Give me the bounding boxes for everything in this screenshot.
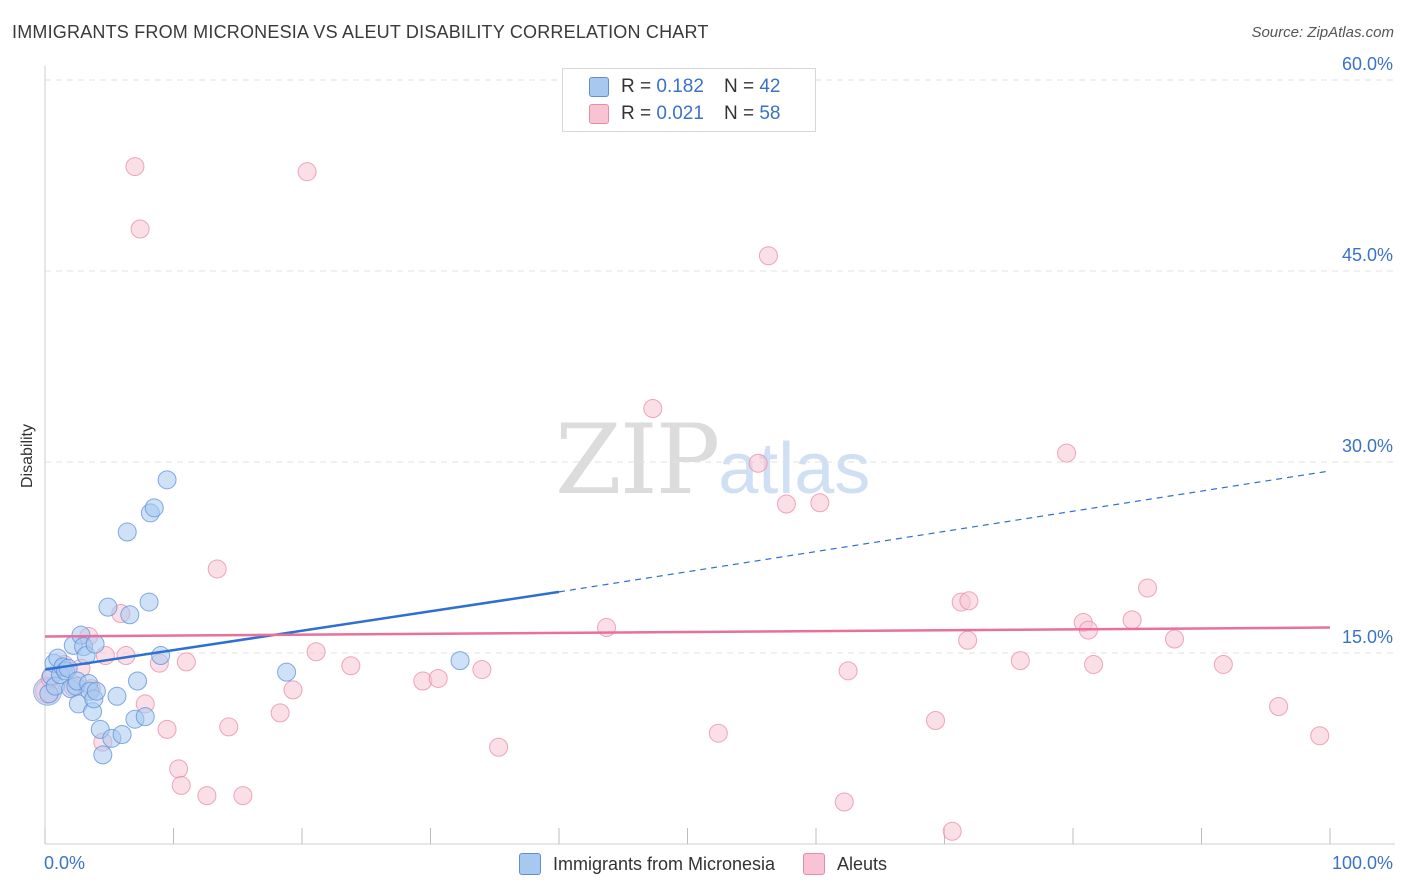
trendline-micronesia-projection: [558, 470, 1331, 593]
watermark: ZIPatlas: [555, 404, 870, 516]
x-tick-label: 0.0%: [44, 853, 85, 873]
point-aleuts: [157, 719, 177, 739]
point-aleuts: [130, 219, 150, 239]
n-label: N =: [723, 76, 755, 97]
point-micronesia: [128, 671, 148, 691]
point-aleuts: [270, 703, 290, 723]
legend-row-micronesia: R = 0.182 N = 42: [589, 75, 780, 99]
legend-swatch-blue: [589, 77, 609, 97]
point-aleuts: [1122, 610, 1142, 630]
point-micronesia: [117, 522, 137, 542]
source-credit: Source: ZipAtlas.com: [1251, 24, 1394, 41]
point-aleuts: [1084, 654, 1104, 674]
legend-row-aleuts: R = 0.021 N = 58: [589, 102, 780, 126]
point-micronesia: [98, 597, 118, 617]
point-aleuts: [708, 723, 728, 743]
legend-swatch-pink: [589, 104, 609, 124]
legend-label-micronesia: Immigrants from Micronesia: [552, 853, 775, 874]
point-micronesia: [450, 651, 470, 671]
point-aleuts: [748, 453, 768, 473]
point-aleuts: [926, 710, 946, 730]
point-aleuts: [1010, 651, 1030, 671]
y-tick-label: 15.0%: [1342, 627, 1393, 647]
point-micronesia: [157, 470, 177, 490]
point-aleuts: [428, 668, 448, 688]
x-tick-label: 100.0%: [1332, 853, 1393, 873]
point-aleuts: [958, 630, 978, 650]
point-aleuts: [838, 661, 858, 681]
point-aleuts: [1138, 578, 1158, 598]
r-value: 0.182: [656, 76, 704, 97]
point-aleuts: [1213, 654, 1233, 674]
point-aleuts: [233, 786, 253, 806]
point-aleuts: [341, 656, 361, 676]
point-aleuts: [176, 652, 196, 672]
point-micronesia: [139, 592, 159, 612]
chart-title: IMMIGRANTS FROM MICRONESIA VS ALEUT DISA…: [12, 22, 709, 42]
watermark-atlas: atlas: [718, 429, 871, 509]
point-micronesia: [107, 686, 127, 706]
point-aleuts: [306, 642, 326, 662]
point-aleuts: [125, 157, 145, 177]
n-label: N =: [723, 103, 755, 124]
point-aleuts: [1269, 696, 1289, 716]
point-aleuts: [472, 660, 492, 680]
series-legend: Immigrants from Micronesia Aleuts: [0, 851, 1406, 877]
legend-item-micronesia: Immigrants from Micronesia: [518, 851, 775, 877]
point-micronesia: [277, 662, 297, 682]
point-aleuts: [207, 559, 227, 579]
y-tick-label: 45.0%: [1342, 245, 1393, 265]
point-micronesia: [151, 646, 171, 666]
y-tick-label: 60.0%: [1342, 54, 1393, 74]
r-label: R =: [621, 76, 652, 97]
point-aleuts: [1057, 443, 1077, 463]
point-aleuts: [1165, 629, 1185, 649]
y-tick-label: 30.0%: [1342, 436, 1393, 456]
point-aleuts: [219, 717, 239, 737]
point-aleuts: [776, 494, 796, 514]
legend-swatch-blue: [518, 853, 541, 875]
point-micronesia: [112, 724, 132, 744]
n-value: 42: [759, 76, 781, 97]
point-aleuts: [197, 786, 217, 806]
point-aleuts: [489, 737, 509, 757]
point-aleuts: [810, 493, 830, 513]
point-aleuts: [959, 591, 979, 611]
trendline-aleuts: [44, 626, 1331, 638]
point-aleuts: [171, 775, 191, 795]
legend-label-aleuts: Aleuts: [837, 853, 888, 874]
r-value: 0.021: [656, 103, 704, 124]
legend-swatch-pink: [803, 853, 825, 875]
point-micronesia: [93, 745, 113, 765]
point-micronesia: [135, 707, 155, 727]
point-micronesia: [144, 498, 164, 518]
legend-item-aleuts: Aleuts: [803, 851, 887, 877]
stats-legend: R = 0.182 N = 42 R = 0.021 N = 58: [562, 68, 816, 132]
point-aleuts: [169, 759, 189, 779]
watermark-zip: ZIP: [555, 404, 720, 516]
point-micronesia: [85, 634, 105, 654]
point-aleuts: [834, 792, 854, 812]
trendline-micronesia: [44, 590, 560, 671]
point-aleuts: [1310, 726, 1330, 746]
point-aleuts: [758, 246, 778, 266]
point-micronesia: [86, 681, 106, 701]
r-label: R =: [621, 103, 652, 124]
point-aleuts: [283, 680, 303, 700]
point-micronesia: [120, 605, 140, 625]
n-value: 58: [759, 103, 781, 124]
point-aleuts: [643, 399, 663, 419]
point-aleuts: [942, 821, 962, 841]
point-aleuts: [297, 162, 317, 182]
